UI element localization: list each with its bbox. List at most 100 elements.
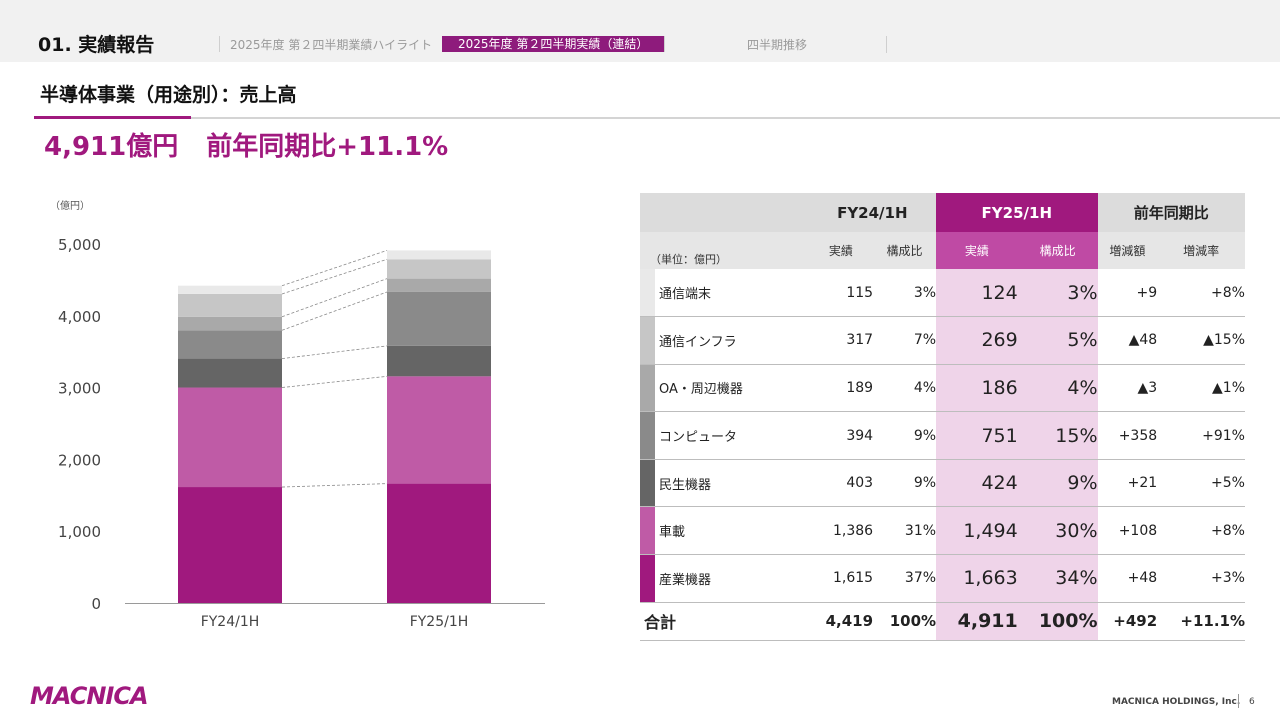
table-corner	[640, 193, 809, 232]
bar-segment	[178, 387, 282, 488]
table-cell: 394	[808, 411, 874, 460]
table-cell: 34%	[1017, 554, 1098, 603]
tab-q2-results[interactable]: 2025年度 第２四半期実績（連結）	[442, 36, 665, 52]
accent-divider	[34, 116, 191, 119]
table-cell: 4,911	[936, 602, 1018, 641]
connector-line	[281, 278, 388, 318]
tab-q2-highlights[interactable]: 2025年度 第２四半期業績ハイライト	[219, 36, 432, 52]
table-cell: +8%	[1157, 269, 1245, 318]
footer-divider	[1238, 694, 1239, 708]
y-tick-label: 5,000	[58, 236, 101, 254]
table-cell: 9%	[873, 411, 937, 460]
table-cell: 30%	[1017, 506, 1098, 556]
x-tick-label: FY24/1H	[201, 614, 260, 630]
table-cell: +11.1%	[1157, 602, 1245, 641]
divider	[34, 117, 1280, 119]
table-cell: 9%	[873, 459, 937, 508]
row-color-swatch	[640, 364, 655, 413]
group-header-fy24: FY24/1H	[808, 193, 937, 232]
table-cell: ▲1%	[1157, 364, 1245, 413]
table-cell: 3%	[873, 269, 937, 318]
connector-line	[281, 375, 388, 388]
table-cell: 31%	[873, 506, 937, 556]
table-cell: +492	[1097, 602, 1158, 641]
footer-company: MACNICA HOLDINGS, Inc.	[1112, 697, 1241, 707]
headline: 4,911億円 前年同期比+11.1%	[44, 126, 448, 163]
table-row: 車載 1,386 31% 1,494 30% +108 +8%	[640, 506, 1245, 556]
y-tick-label: 2,000	[58, 451, 101, 469]
bar-segment	[387, 250, 491, 260]
table-cell: +21	[1097, 459, 1158, 508]
section-title: 01. 実績報告	[38, 34, 155, 56]
y-tick-label: 4,000	[58, 308, 101, 326]
table-cell: 9%	[1017, 459, 1098, 508]
row-label: コンピュータ	[655, 411, 809, 460]
row-color-swatch	[640, 316, 655, 365]
table-row: OA・周辺機器 189 4% 186 4% ▲3 ▲1%	[640, 364, 1245, 413]
table-cell: 1,386	[808, 506, 874, 556]
bar-segment	[178, 285, 282, 294]
headline-amount: 4,911億円	[44, 132, 179, 162]
table-cell: 317	[808, 316, 874, 365]
table-cell: +91%	[1157, 411, 1245, 460]
table-cell: +108	[1097, 506, 1158, 556]
table-cell: 124	[936, 269, 1018, 318]
headline-comparison: 前年同期比+11.1%	[206, 132, 449, 162]
table-cell: 269	[936, 316, 1018, 365]
bar-segment	[178, 358, 282, 388]
sales-table: FY24/1H FY25/1H 前年同期比 （単位：億円） 実績 構成比 実績 …	[640, 193, 1245, 641]
table-cell: +9	[1097, 269, 1158, 318]
table-cell: +358	[1097, 411, 1158, 460]
subheader: 増減額	[1097, 232, 1158, 269]
table-unit: （単位：億円）	[640, 232, 809, 269]
table-cell: 1,663	[936, 554, 1018, 603]
table-cell: 1,615	[808, 554, 874, 603]
table-cell: 4%	[1017, 364, 1098, 413]
table-cell: ▲3	[1097, 364, 1158, 413]
row-label: 通信インフラ	[655, 316, 809, 365]
row-label: 通信端末	[655, 269, 809, 318]
tab-quarterly-trend[interactable]: 四半期推移	[664, 36, 807, 52]
table-cell: 4,419	[808, 602, 874, 641]
table-cell: 7%	[873, 316, 937, 365]
table-cell: 100%	[873, 602, 937, 641]
bar-segment	[387, 376, 491, 484]
row-color-swatch	[640, 411, 655, 460]
subheader: 増減率	[1157, 232, 1245, 269]
row-label: 産業機器	[655, 554, 809, 603]
bar-segment	[178, 487, 282, 603]
table-row: 産業機器 1,615 37% 1,663 34% +48 +3%	[640, 554, 1245, 603]
subheader: 実績	[808, 232, 874, 269]
macnica-logo: MACNICA	[30, 682, 149, 710]
table-cell: 100%	[1017, 602, 1098, 641]
x-tick-label: FY25/1H	[410, 614, 469, 630]
table-cell: ▲15%	[1157, 316, 1245, 365]
table-row: 通信端末 115 3% 124 3% +9 +8%	[640, 269, 1245, 318]
bar-segment	[387, 291, 491, 346]
table-total-row: 合計 4,419 100% 4,911 100% +492 +11.1%	[640, 602, 1245, 641]
chart-unit-label: （億円）	[50, 201, 90, 212]
connector-line	[281, 345, 388, 359]
table-cell: 403	[808, 459, 874, 508]
table-row: 通信インフラ 317 7% 269 5% ▲48 ▲15%	[640, 316, 1245, 365]
row-label: OA・周辺機器	[655, 364, 809, 413]
table-cell: 3%	[1017, 269, 1098, 318]
row-label: 車載	[655, 506, 809, 556]
table-cell: 115	[808, 269, 874, 318]
page-number: 6	[1249, 697, 1255, 707]
connector-line	[281, 291, 388, 331]
table-cell: 4%	[873, 364, 937, 413]
table-cell: 186	[936, 364, 1018, 413]
total-label: 合計	[640, 602, 809, 641]
page-subtitle: 半導体事業（用途別）：売上高	[40, 84, 297, 106]
group-header-fy25: FY25/1H	[936, 193, 1098, 232]
row-color-swatch	[640, 554, 655, 603]
bar-segment	[387, 259, 491, 279]
row-color-swatch	[640, 459, 655, 508]
table-row: コンピュータ 394 9% 751 15% +358 +91%	[640, 411, 1245, 460]
bar-segment	[387, 483, 491, 603]
y-tick-label: 1,000	[58, 523, 101, 541]
table-cell: 751	[936, 411, 1018, 460]
subheader: 実績	[936, 232, 1018, 269]
connector-line	[281, 250, 388, 287]
